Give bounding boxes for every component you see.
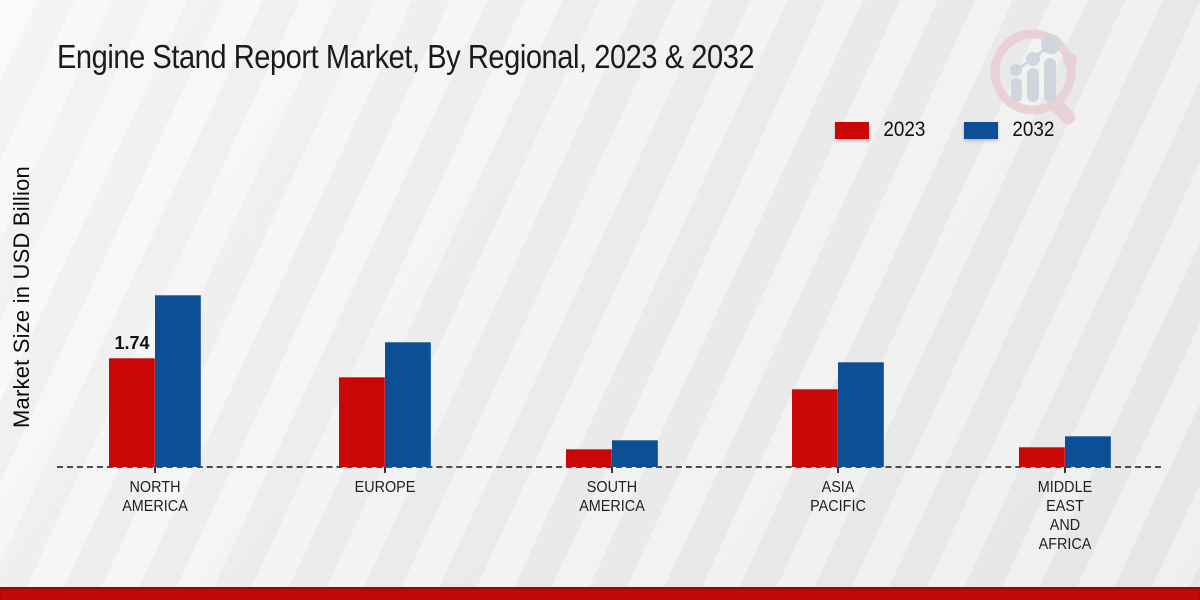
legend-swatch-2032: [963, 121, 998, 139]
legend-label-2032: 2032: [1012, 118, 1055, 141]
bar-2032-europe: [385, 342, 431, 467]
x-axis-tick-south-america: [611, 467, 613, 473]
legend: 2023 2032: [835, 118, 1056, 142]
bar-2023-north-america: [109, 358, 155, 467]
legend-label-2023: 2023: [883, 118, 926, 141]
x-axis-tick-north-america: [154, 467, 156, 473]
x-axis-label-europe: EUROPE: [354, 479, 416, 496]
bar-2032-asia-pacific: [838, 362, 884, 467]
bar-2032-middle-east-and-africa: [1065, 436, 1111, 467]
chart-title-text: Engine Stand Report Market, By Regional,…: [57, 38, 755, 75]
x-axis-label-asia-pacific: ASIA PACIFIC: [810, 479, 866, 515]
bar-2023-europe: [339, 377, 385, 467]
legend-swatch-2023: [835, 121, 869, 139]
chart-title: Engine Stand Report Market, By Regional,…: [57, 38, 849, 76]
bar-2032-north-america: [155, 295, 201, 467]
x-axis-tick-europe: [384, 467, 386, 473]
x-axis-tick-middle-east-and-africa: [1064, 467, 1066, 473]
x-axis-label-south-america: SOUTH AMERICA: [579, 479, 645, 515]
bar-2023-south-america: [566, 449, 612, 467]
legend-item-2032: 2032: [963, 118, 1057, 142]
footer-accent-bar: [0, 587, 1200, 600]
x-axis-label-north-america: NORTH AMERICA: [122, 479, 188, 515]
brand-watermark: [985, 26, 1089, 130]
x-axis-label-middle-east-and-africa: MIDDLE EAST AND AFRICA: [1037, 479, 1093, 553]
x-axis-line: [57, 466, 1161, 468]
bar-value-label-2023-north-america: 1.74: [114, 333, 150, 353]
bar-2032-south-america: [612, 440, 658, 467]
magnifier-bar-chart-icon: [990, 29, 1077, 125]
bar-2023-middle-east-and-africa: [1019, 447, 1065, 467]
legend-item-2023: 2023: [835, 118, 928, 142]
bar-2023-asia-pacific: [792, 389, 838, 467]
x-axis-tick-asia-pacific: [837, 467, 839, 473]
